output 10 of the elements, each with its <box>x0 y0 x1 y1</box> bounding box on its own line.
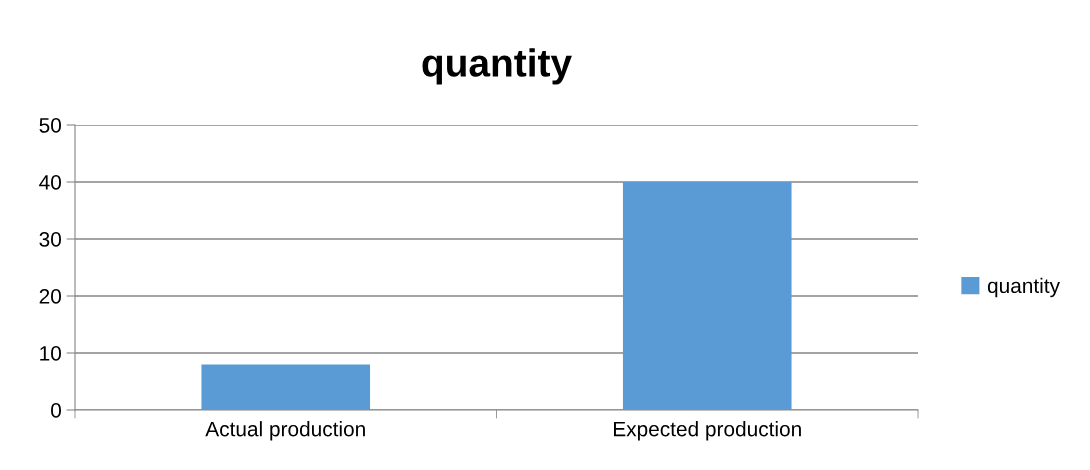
chart-title: quantity <box>422 48 572 85</box>
legend-label: quantity <box>987 277 1060 298</box>
y-tick-label: 0 <box>51 403 61 418</box>
y-tick-label: 40 <box>39 175 61 190</box>
y-tick-label: 50 <box>39 118 61 133</box>
x-tick-label: Expected production <box>613 421 801 441</box>
y-tick-label: 30 <box>39 232 61 247</box>
y-tick-label: 10 <box>40 346 61 361</box>
x-tick-label: Actual production <box>205 421 365 441</box>
y-tick-label: 20 <box>39 289 61 304</box>
